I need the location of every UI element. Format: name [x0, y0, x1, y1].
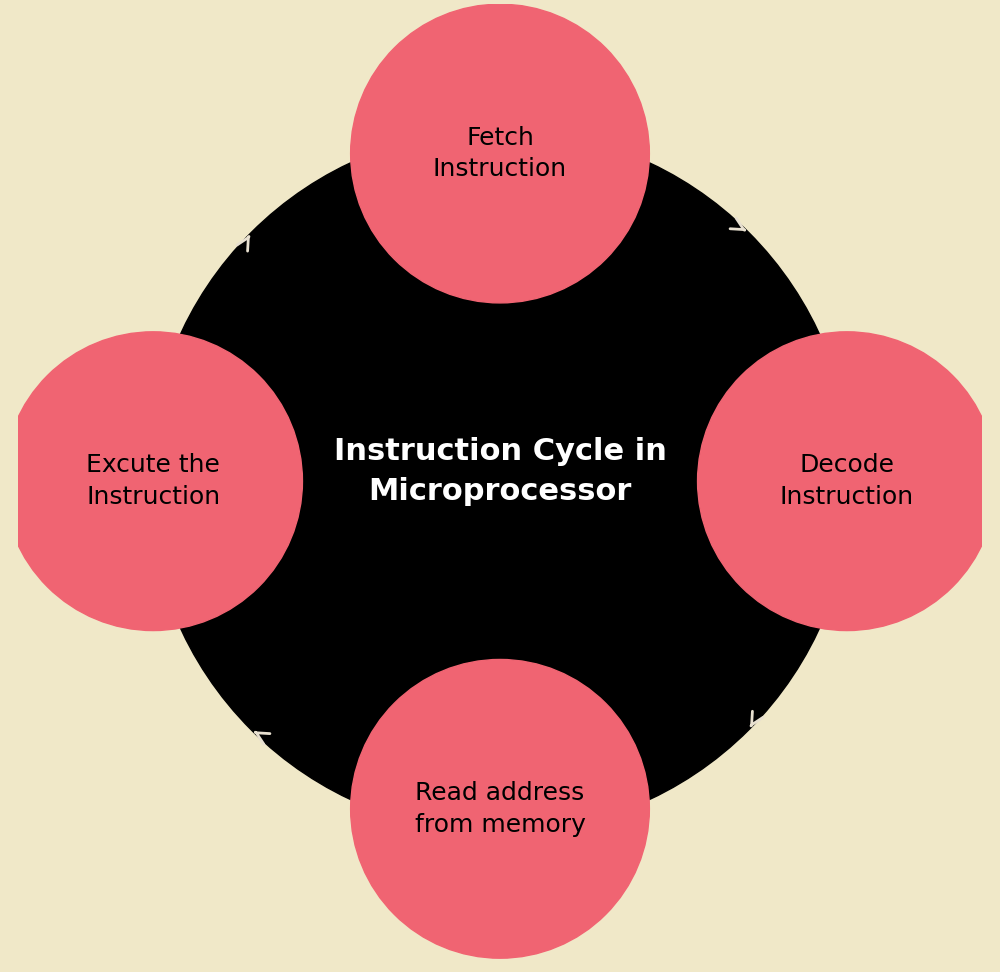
Text: Excute the
Instruction: Excute the Instruction	[86, 453, 220, 509]
Circle shape	[351, 659, 649, 958]
Circle shape	[4, 331, 302, 631]
Text: Decode
Instruction: Decode Instruction	[780, 453, 914, 509]
Circle shape	[148, 129, 852, 833]
Text: Instruction Cycle in
Microprocessor: Instruction Cycle in Microprocessor	[334, 436, 666, 506]
Text: Fetch
Instruction: Fetch Instruction	[433, 125, 567, 182]
Circle shape	[698, 331, 996, 631]
Text: Read address
from memory: Read address from memory	[415, 781, 585, 837]
Circle shape	[351, 4, 649, 303]
